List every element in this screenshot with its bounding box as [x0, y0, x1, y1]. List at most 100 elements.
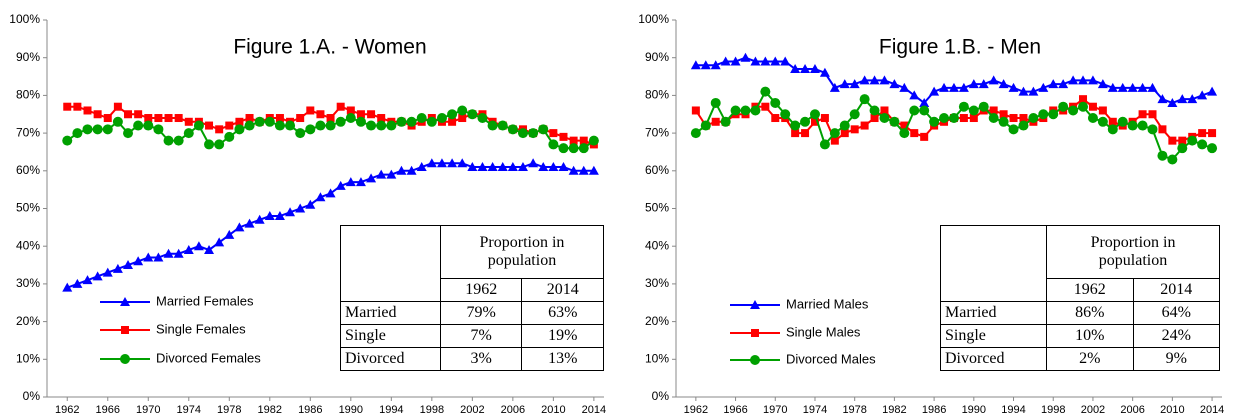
marker [939, 82, 950, 92]
table-cell: 7% [439, 324, 523, 348]
marker [174, 114, 183, 123]
marker [751, 329, 759, 337]
x-tick-label: 2006 [501, 404, 525, 416]
x-tick-label: 1982 [882, 404, 906, 416]
y-tick-label: 80% [16, 88, 40, 102]
marker [1048, 109, 1059, 120]
marker [1208, 129, 1217, 138]
table-row: Married 79% 63% [340, 301, 604, 325]
marker [730, 105, 741, 116]
marker [335, 180, 346, 190]
x-tick-label: 1966 [723, 404, 747, 416]
marker [899, 128, 910, 139]
marker [204, 244, 215, 254]
marker [1207, 86, 1218, 96]
x-tick-label: 2002 [460, 404, 484, 416]
marker [224, 229, 235, 239]
x-tick-label: 1978 [842, 404, 866, 416]
marker [183, 128, 194, 139]
marker [830, 136, 839, 145]
marker [305, 124, 316, 135]
marker [1198, 129, 1207, 138]
marker [978, 79, 989, 89]
legend-label: Divorced Males [786, 351, 876, 366]
marker [770, 97, 781, 108]
marker [426, 158, 437, 168]
x-tick-label: 1986 [922, 404, 946, 416]
table-column-header: 2014 [521, 278, 604, 302]
table-cell [939, 225, 1048, 302]
marker [517, 162, 528, 172]
marker [426, 116, 437, 127]
marker [1058, 101, 1069, 112]
marker [1127, 82, 1138, 92]
marker [121, 326, 129, 334]
marker [809, 64, 820, 74]
marker [497, 162, 508, 172]
marker [92, 124, 103, 135]
marker [1187, 135, 1198, 146]
y-tick-label: 70% [645, 125, 669, 139]
chart-title: Figure 1.B. - Men [879, 36, 1041, 59]
table-cell: 79% [439, 301, 523, 325]
marker [72, 278, 83, 288]
table-cell: 24% [1132, 324, 1220, 348]
marker [760, 56, 771, 66]
marker [790, 64, 801, 74]
marker [691, 106, 700, 115]
x-tick-label: 1974 [177, 404, 201, 416]
marker [568, 143, 579, 154]
marker [274, 120, 285, 131]
table-cell: 2% [1046, 347, 1134, 371]
x-tick-label: 1990 [339, 404, 363, 416]
marker [1079, 95, 1088, 104]
marker [1097, 116, 1108, 127]
marker [234, 222, 245, 232]
x-tick-label: 2014 [1200, 404, 1224, 416]
marker [234, 124, 245, 135]
marker [254, 214, 265, 224]
table-cell [340, 225, 441, 302]
marker [477, 113, 488, 124]
marker [436, 158, 447, 168]
marker [326, 114, 335, 123]
marker [1138, 110, 1147, 119]
marker [153, 124, 164, 135]
marker [1078, 101, 1089, 112]
marker [1008, 82, 1019, 92]
marker [406, 165, 417, 175]
marker [538, 124, 549, 135]
marker [889, 79, 900, 89]
marker [1117, 82, 1128, 92]
x-tick-label: 1998 [1041, 404, 1065, 416]
marker [771, 114, 780, 123]
x-tick-label: 1978 [217, 404, 241, 416]
y-tick-label: 30% [645, 276, 669, 290]
marker [870, 114, 879, 123]
marker [750, 56, 761, 66]
marker [1137, 82, 1148, 92]
table-row: Single 10% 24% [939, 324, 1220, 348]
marker [840, 129, 849, 138]
legend-label: Married Males [786, 296, 869, 311]
table-cell: Married [939, 301, 1048, 325]
data-table: Proportion in population 1962 2014 Married 8… [939, 225, 1220, 371]
marker [355, 116, 366, 127]
marker [958, 82, 969, 92]
marker [879, 75, 890, 85]
y-tick-label: 0% [652, 389, 670, 403]
x-tick-label: 1998 [420, 404, 444, 416]
marker [225, 121, 234, 130]
y-tick-label: 10% [645, 351, 669, 365]
marker [154, 114, 163, 123]
y-tick-label: 100% [638, 12, 669, 26]
table-cell: 86% [1046, 301, 1134, 325]
marker [810, 117, 819, 126]
marker [588, 165, 599, 175]
marker [1157, 150, 1168, 161]
table-cell: Single [939, 324, 1048, 348]
marker [869, 75, 880, 85]
marker [325, 120, 336, 131]
y-tick-label: 50% [16, 201, 40, 215]
marker [163, 248, 174, 258]
